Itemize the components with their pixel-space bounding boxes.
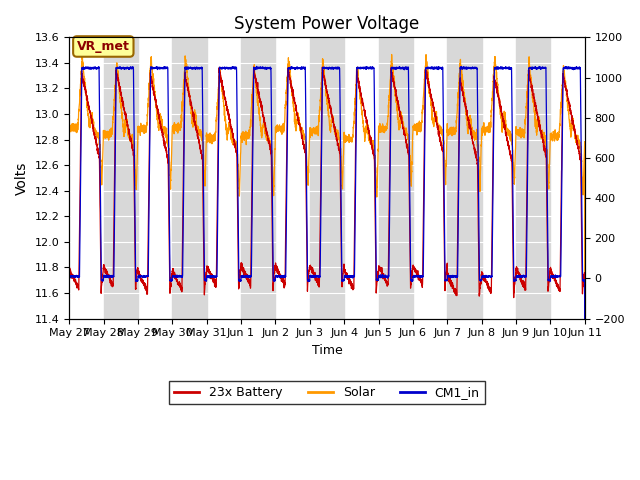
Bar <box>172 37 207 319</box>
Legend: 23x Battery, Solar, CM1_in: 23x Battery, Solar, CM1_in <box>169 381 484 404</box>
X-axis label: Time: Time <box>312 344 342 357</box>
Bar <box>516 37 550 319</box>
Bar <box>241 37 275 319</box>
Bar <box>104 37 138 319</box>
Bar <box>310 37 344 319</box>
Y-axis label: Volts: Volts <box>15 161 29 195</box>
Bar <box>378 37 413 319</box>
Bar <box>447 37 482 319</box>
Text: VR_met: VR_met <box>77 40 130 53</box>
Title: System Power Voltage: System Power Voltage <box>234 15 420 33</box>
